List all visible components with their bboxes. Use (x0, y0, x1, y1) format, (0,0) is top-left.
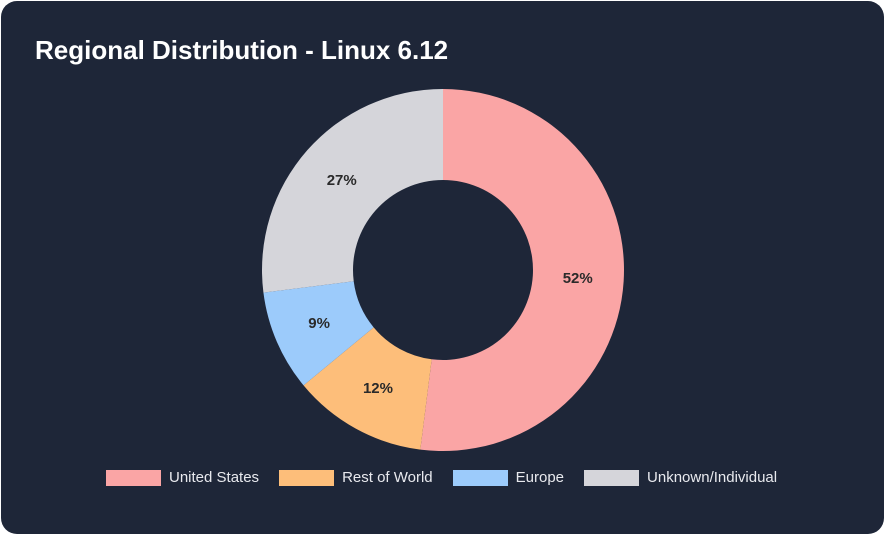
chart-title: Regional Distribution - Linux 6.12 (35, 35, 449, 65)
donut-slice-united-states[interactable] (420, 89, 624, 451)
legend-label: Unknown/Individual (647, 469, 778, 486)
donut-slice-labels: 52% 12% 9% 27% (308, 172, 592, 397)
legend-item-united-states[interactable]: United States (106, 469, 259, 486)
legend-swatch (584, 469, 640, 486)
donut-slices (262, 89, 624, 451)
slice-value-label: 9% (308, 315, 330, 332)
chart-legend: United States Rest of World Europe Unkno… (106, 469, 777, 486)
donut-slice-rest-of-world[interactable] (303, 327, 432, 450)
legend-swatch (452, 469, 508, 486)
legend-label: Europe (515, 469, 565, 486)
legend-item-europe[interactable]: Europe (452, 469, 565, 486)
slice-value-label: 52% (563, 270, 593, 287)
slice-value-label: 27% (327, 172, 357, 189)
legend-item-rest-of-world[interactable]: Rest of World (279, 469, 433, 486)
donut-slice-unknown-individual[interactable] (262, 89, 443, 293)
legend-label: Rest of World (342, 469, 433, 486)
legend-item-unknown-individual[interactable]: Unknown/Individual (584, 469, 777, 486)
slice-value-label: 12% (363, 380, 393, 397)
legend-swatch (279, 469, 335, 486)
legend-swatch (106, 469, 161, 486)
legend-label: United States (169, 469, 260, 486)
donut-slice-europe[interactable] (263, 281, 374, 386)
